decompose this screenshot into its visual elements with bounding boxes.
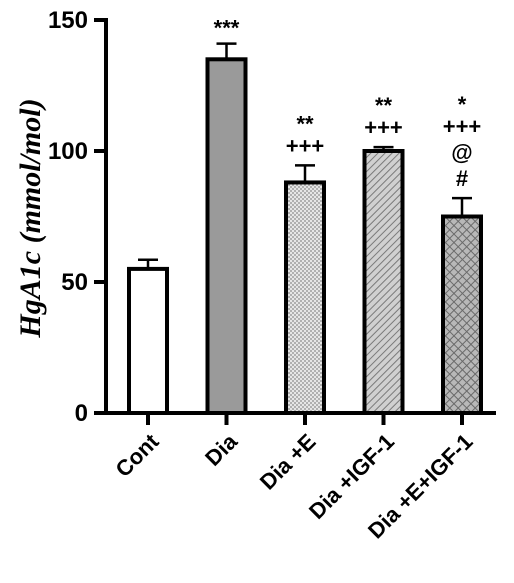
y-tick-label: 0: [75, 400, 88, 427]
bar: [362, 149, 405, 415]
significance-label: +++: [443, 114, 482, 139]
bar: [284, 180, 326, 415]
x-tick-label: Cont: [110, 428, 164, 482]
y-tick-label: 150: [48, 7, 88, 34]
significance-label: *: [458, 92, 467, 117]
significance-label: #: [456, 166, 468, 191]
y-tick-label: 100: [48, 138, 88, 165]
significance-label: **: [296, 111, 314, 136]
y-axis: 0 50 100 150: [48, 7, 108, 427]
y-tick-label: 50: [61, 269, 88, 296]
bar: [441, 214, 483, 415]
significance-label: ***: [214, 16, 240, 41]
significance-label: +++: [364, 115, 403, 140]
x-tick-label: Dia: [200, 428, 242, 470]
bar: [205, 57, 248, 416]
bars: *****+++**+++*+++@#: [127, 16, 483, 416]
significance-label: +++: [286, 133, 325, 158]
significance-label: **: [375, 93, 393, 118]
x-tick-label: Dia +E: [255, 429, 321, 495]
bar: [127, 266, 169, 415]
y-axis-label: HgA1c (mmol/mol): [14, 98, 47, 338]
significance-label: @: [451, 140, 472, 165]
